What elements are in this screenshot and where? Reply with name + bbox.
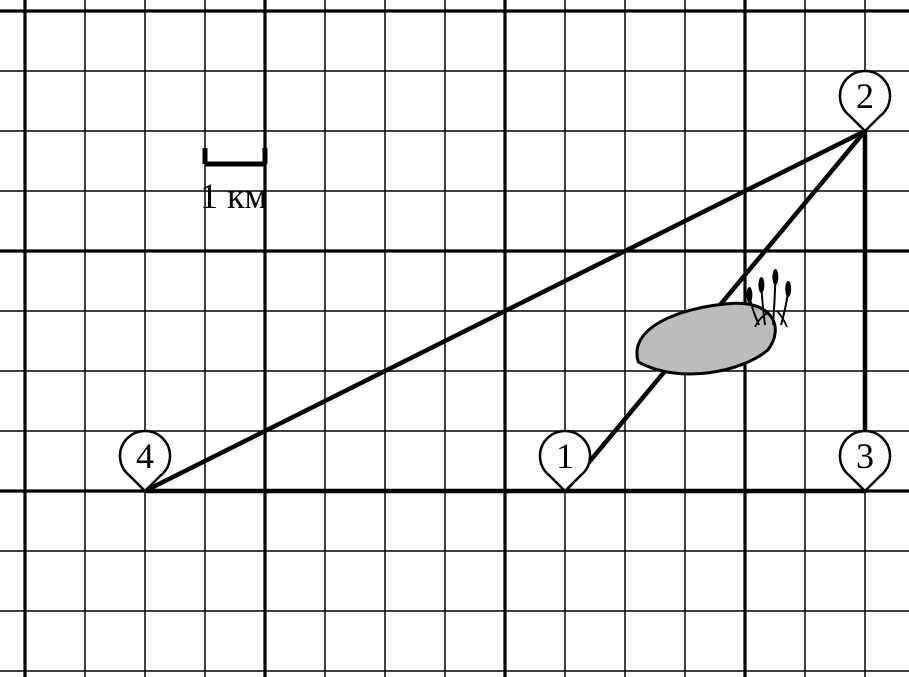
pin-label-2: 2: [856, 76, 874, 116]
map-diagram: 1 км 1 2 3 4: [0, 0, 909, 677]
pin-3: 3: [840, 431, 890, 491]
pond-icon: [628, 269, 791, 394]
pin-2: 2: [840, 71, 890, 131]
pin-1: 1: [540, 431, 590, 491]
scale-bar: 1 км: [200, 148, 267, 216]
scale-label: 1 км: [200, 176, 267, 216]
pin-label-4: 4: [136, 436, 154, 476]
pin-label-3: 3: [856, 436, 874, 476]
pin-label-1: 1: [556, 436, 574, 476]
